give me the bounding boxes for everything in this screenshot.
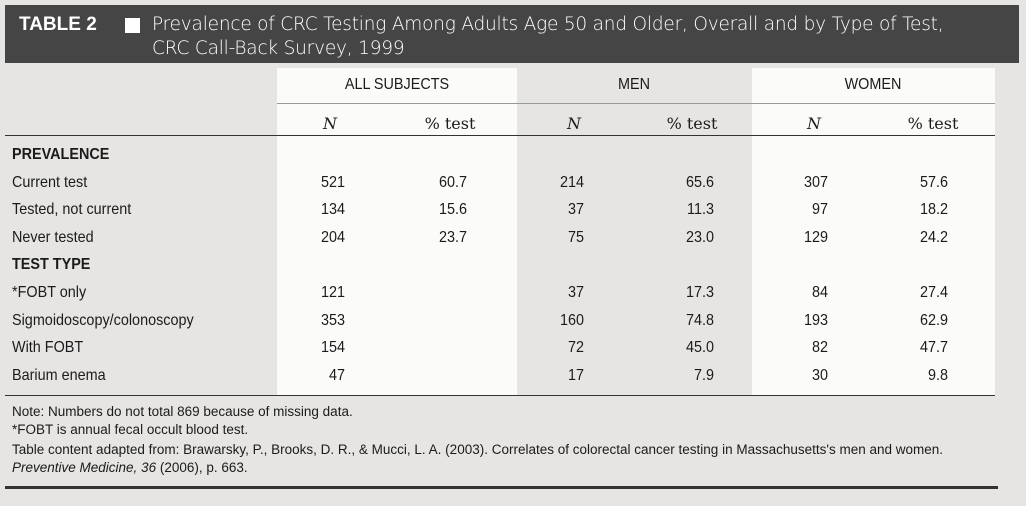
cell-value: 60.7 bbox=[438, 173, 467, 191]
rule bbox=[5, 486, 998, 489]
note: Note: Numbers do not total 869 because o… bbox=[12, 403, 992, 421]
cell-value: 15.6 bbox=[438, 201, 467, 219]
sub-header: N bbox=[323, 114, 337, 133]
cell-value: 121 bbox=[320, 284, 345, 301]
cell-value: 193 bbox=[803, 311, 828, 329]
cell-value: 134 bbox=[320, 201, 345, 219]
cell-value: 307 bbox=[803, 173, 828, 191]
cell-value: 18.2 bbox=[919, 201, 948, 219]
cell-value: 47 bbox=[328, 366, 345, 384]
cell-value: 204 bbox=[320, 228, 345, 246]
cell-value: 521 bbox=[320, 173, 345, 191]
rule bbox=[277, 103, 995, 104]
cell-value: 353 bbox=[320, 311, 345, 329]
cell-value: 23.0 bbox=[685, 228, 714, 246]
cell-value: 72 bbox=[567, 339, 584, 357]
cell-value: 84 bbox=[811, 284, 828, 301]
section-title: PREVALENCE bbox=[12, 146, 110, 163]
cell-value: 23.7 bbox=[438, 228, 467, 246]
title-bar: TABLE 2 Prevalence of CRC Testing Among … bbox=[5, 5, 1019, 63]
cell-value: 129 bbox=[803, 228, 828, 246]
cell-value: 214 bbox=[559, 173, 584, 191]
group-header: ALL SUBJECTS bbox=[344, 76, 450, 93]
title-line: CRC Call-Back Survey, 1999 bbox=[152, 38, 405, 59]
cell-value: 65.6 bbox=[685, 173, 714, 191]
cell-value: 27.4 bbox=[919, 284, 948, 301]
table-label: TABLE 2 bbox=[19, 14, 97, 35]
sub-header: N bbox=[567, 114, 581, 133]
note: *FOBT is annual fecal occult blood test. bbox=[12, 421, 992, 439]
cell-value: 82 bbox=[811, 339, 828, 357]
cell-value: 75 bbox=[567, 228, 584, 246]
title: Prevalence of CRC Testing Among Adults A… bbox=[152, 13, 944, 61]
sub-header: % test bbox=[424, 114, 476, 133]
note-text: *FOBT is annual fecal occult blood test. bbox=[12, 422, 249, 437]
row-label: With FOBT bbox=[12, 339, 84, 357]
note: Table content adapted from: Brawarsky, P… bbox=[12, 441, 992, 477]
row-label: Never tested bbox=[12, 228, 94, 246]
column-band bbox=[752, 68, 995, 395]
cell-value: 74.8 bbox=[685, 311, 714, 329]
cell-value: 62.9 bbox=[919, 311, 948, 329]
note-text: Note: Numbers do not total 869 because o… bbox=[12, 404, 353, 419]
row-label: *FOBT only bbox=[12, 284, 87, 301]
cell-value: 37 bbox=[567, 284, 584, 301]
cell-value: 9.8 bbox=[927, 366, 948, 384]
cell-value: 17.3 bbox=[685, 284, 714, 301]
cell-value: 47.7 bbox=[919, 339, 948, 357]
cell-value: 11.3 bbox=[687, 201, 714, 219]
cell-value: 24.2 bbox=[919, 228, 948, 246]
title-line: Prevalence of CRC Testing Among Adults A… bbox=[152, 14, 944, 35]
cell-value: 57.6 bbox=[919, 173, 948, 191]
cell-value: 97 bbox=[811, 201, 828, 219]
row-label: Current test bbox=[12, 173, 88, 191]
column-band bbox=[277, 68, 517, 395]
note-text: Table content adapted from: Brawarsky, P… bbox=[12, 442, 943, 457]
cell-value: 45.0 bbox=[685, 339, 714, 357]
cell-value: 7.9 bbox=[693, 366, 714, 384]
sub-header: % test bbox=[907, 114, 959, 133]
square-icon bbox=[125, 18, 140, 33]
row-label: Sigmoidoscopy/colonoscopy bbox=[12, 311, 194, 329]
row-label: Barium enema bbox=[12, 366, 106, 384]
rule bbox=[5, 135, 995, 136]
group-header: WOMEN bbox=[844, 76, 902, 93]
sub-header: N bbox=[807, 114, 821, 133]
rule bbox=[5, 395, 995, 396]
cell-value: 30 bbox=[811, 366, 828, 384]
cell-value: 154 bbox=[320, 339, 345, 357]
cell-value: 37 bbox=[567, 201, 584, 219]
cell-value: 160 bbox=[559, 311, 584, 329]
row-label: Tested, not current bbox=[12, 201, 132, 219]
cell-value: 17 bbox=[567, 366, 584, 384]
note-text: (2006), p. 663. bbox=[156, 460, 248, 475]
sub-header: % test bbox=[666, 114, 718, 133]
group-header: MEN bbox=[617, 76, 651, 93]
section-title: TEST TYPE bbox=[12, 256, 91, 274]
note-text: Preventive Medicine, 36 bbox=[12, 460, 157, 475]
